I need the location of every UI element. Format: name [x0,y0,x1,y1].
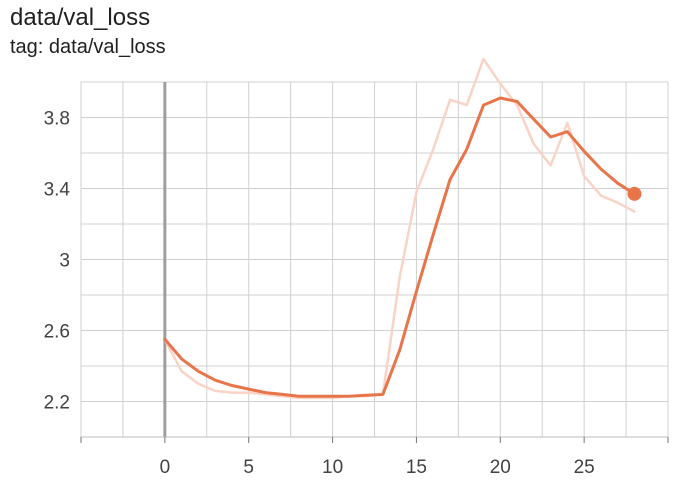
y-tick-label: 3 [59,251,70,272]
series-line-raw [163,57,636,400]
x-tick-label: 0 [160,457,171,478]
x-tick-label: 20 [490,457,511,478]
x-tick-label: 25 [574,457,595,478]
chart-subtitle: tag: data/val_loss [10,36,166,58]
grid [80,81,669,438]
y-tick-label: 2.2 [44,393,70,414]
x-tick-label: 5 [243,457,254,478]
y-tick-label: 3.4 [44,180,71,201]
y-tick-label: 3.8 [44,109,70,130]
chart-title: data/val_loss [10,4,151,31]
x-tick-label: 15 [406,457,427,478]
x-tick-label: 10 [322,457,343,478]
series-line-smoothed [163,96,636,398]
axes [80,82,669,443]
tick-labels: 2.2 2.6 3 3.4 3.8 0 5 10 15 20 25 [44,109,595,479]
series [163,57,642,400]
series-end-point[interactable] [627,186,642,201]
y-tick-label: 2.6 [44,322,70,343]
